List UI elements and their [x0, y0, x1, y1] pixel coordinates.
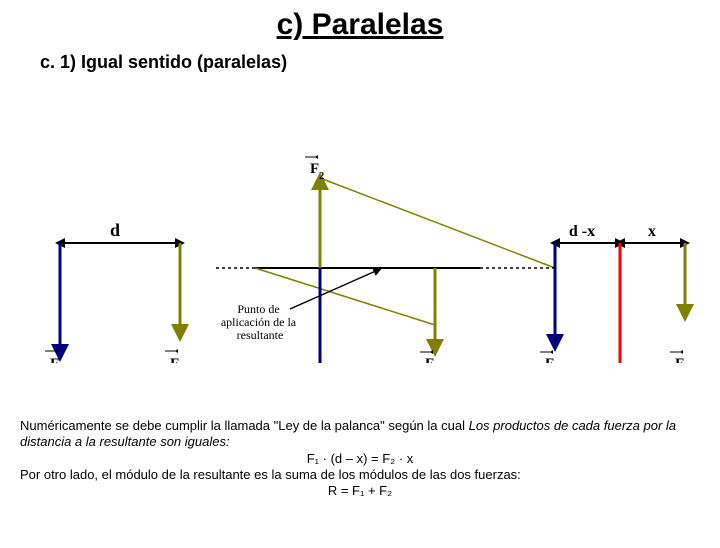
subtitle: c. 1) Igual sentido (paralelas) [40, 52, 720, 73]
left-f2-label: F2 [170, 356, 184, 363]
middle-group: F2 F1 F2 Punto de aplicación de la resul… [215, 155, 555, 363]
left-group: d F1 F2 [45, 220, 184, 363]
right-group: d -x x F1 R F2 [540, 223, 689, 363]
d-label: d [110, 220, 120, 240]
mid-f2-down-label: F2 [425, 356, 439, 363]
cap-line2: Por otro lado, el módulo de la resultant… [20, 467, 521, 482]
right-f1-label: F1 [545, 356, 559, 363]
cap-formula1: F₁ · (d – x) = F₂ · x [20, 451, 700, 467]
page-title: c) Paralelas [0, 8, 720, 42]
diagram-svg: d F1 F2 F2 F1 F2 [0, 73, 720, 363]
mid-f2-up-label: F2 [310, 161, 324, 182]
dmx-label: d -x [569, 223, 595, 240]
left-f1-label: F1 [50, 356, 64, 363]
punto-caption: Punto de aplicación de la resultante [221, 302, 299, 342]
cap-formula2: R = F₁ + F₂ [20, 483, 700, 499]
caption-block: Numéricamente se debe cumplir la llamada… [20, 418, 700, 499]
right-f2-label: F2 [675, 356, 689, 363]
x-label: x [648, 223, 656, 240]
cap-line1a: Numéricamente se debe cumplir la llamada… [20, 418, 469, 433]
